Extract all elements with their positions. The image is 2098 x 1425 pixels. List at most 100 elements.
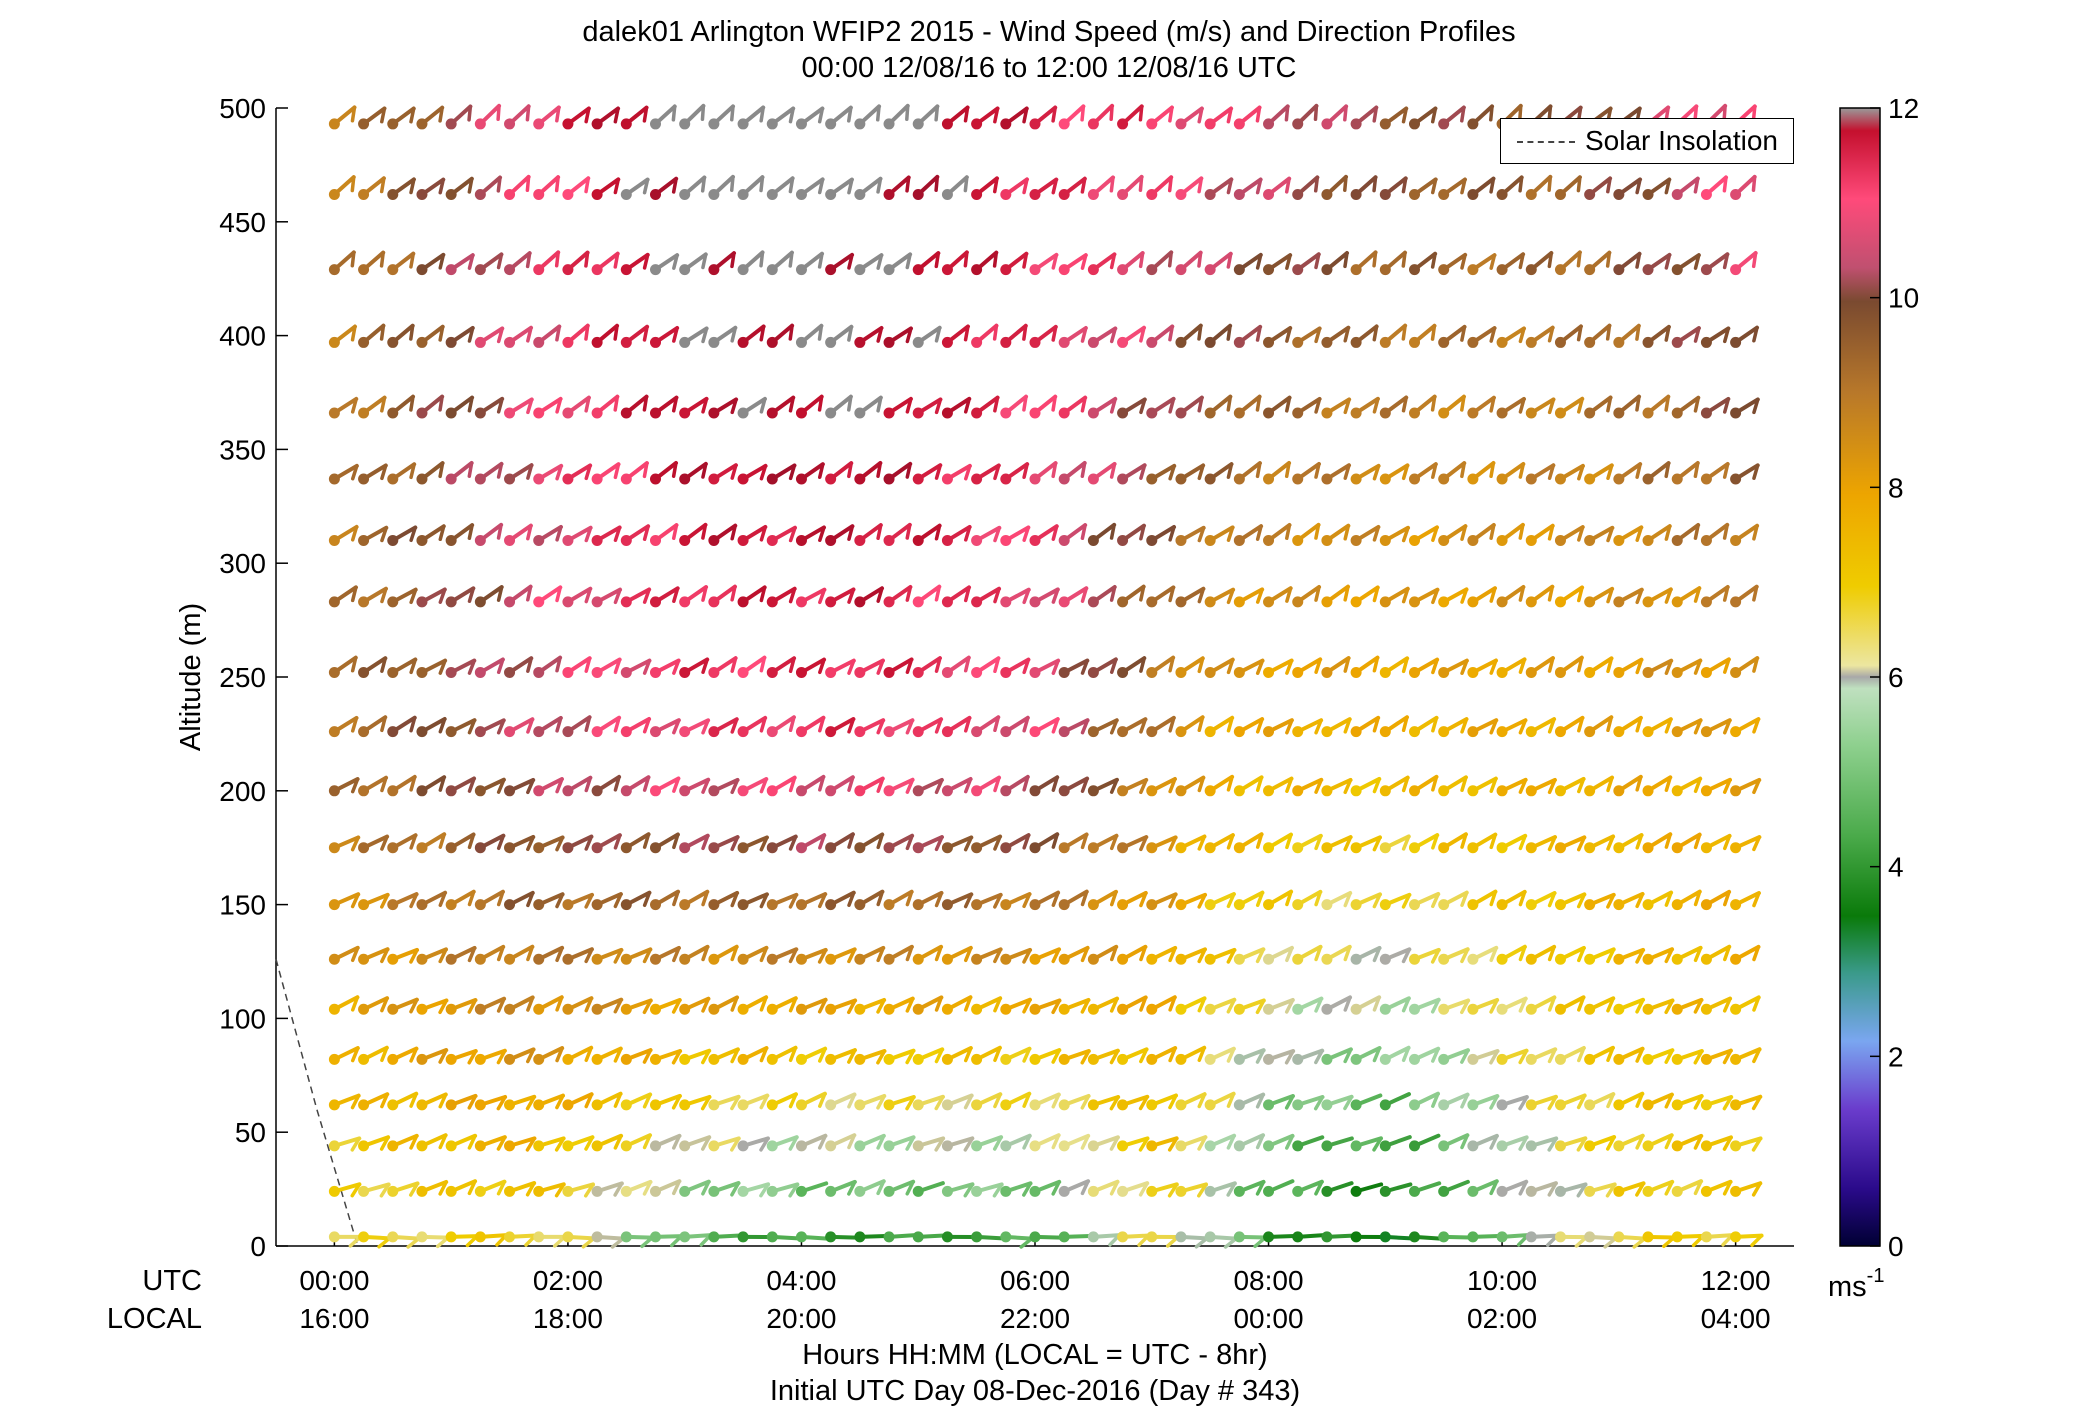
wind-barb	[854, 395, 883, 419]
wind-barb	[971, 250, 999, 276]
wind-barb	[1117, 944, 1148, 965]
wind-barb	[1321, 1231, 1355, 1243]
wind-barb	[474, 1094, 508, 1111]
wind-barb	[941, 777, 973, 797]
wind-barb	[1292, 585, 1322, 608]
wind-barb	[1467, 945, 1499, 965]
wind-barb	[1409, 1181, 1442, 1197]
wind-barb	[445, 718, 477, 738]
wind-barb	[766, 586, 797, 608]
wind-barb	[1117, 656, 1147, 678]
wind-barb	[416, 832, 447, 854]
wind-barb	[795, 997, 828, 1015]
wind-barb	[1438, 890, 1469, 911]
wind-barb	[1350, 1093, 1383, 1111]
wind-barb	[1233, 717, 1265, 738]
wind-barb	[1146, 995, 1177, 1015]
wind-barb	[1175, 323, 1203, 348]
wind-barb	[766, 1182, 800, 1198]
wind-barb	[1058, 1133, 1091, 1152]
x-tick-label-local: 04:00	[1701, 1303, 1771, 1334]
wind-barb	[1438, 998, 1471, 1015]
wind-barb	[474, 996, 507, 1015]
wind-barb	[650, 325, 680, 348]
wind-barb	[1087, 1179, 1120, 1197]
wind-barb	[445, 832, 476, 854]
wind-barb	[328, 585, 358, 608]
wind-barb	[971, 775, 1002, 797]
wind-barb	[1292, 175, 1320, 200]
wind-barb	[1204, 774, 1235, 797]
wind-barb	[1496, 833, 1528, 854]
wind-barb	[1613, 1046, 1645, 1065]
wind-barb	[1117, 995, 1148, 1015]
wind-barb	[1700, 1095, 1734, 1111]
wind-barb	[387, 251, 416, 276]
wind-barb	[1263, 776, 1294, 797]
wind-barb	[766, 892, 799, 911]
wind-barb	[1087, 777, 1119, 797]
wind-barb	[825, 1231, 859, 1243]
wind-barb	[1467, 253, 1497, 276]
wind-barb	[883, 944, 914, 965]
wind-barb	[766, 106, 796, 130]
wind-barb	[1642, 461, 1671, 485]
wind-barb	[1671, 523, 1701, 546]
wind-barb	[387, 525, 418, 546]
wind-barb	[971, 1135, 1004, 1152]
wind-barb	[1117, 890, 1148, 911]
wind-barb	[1379, 892, 1412, 911]
wind-barb	[1263, 176, 1292, 200]
wind-barb	[358, 1092, 390, 1111]
wind-barb	[1438, 717, 1469, 738]
y-tick-label: 200	[219, 776, 266, 807]
wind-barb	[971, 656, 1001, 678]
wind-barb	[912, 944, 944, 965]
wind-barb	[1642, 658, 1674, 678]
wind-barb	[562, 834, 594, 854]
wind-barb	[1613, 525, 1644, 546]
wind-barb	[1438, 775, 1468, 797]
wind-barb	[387, 1091, 419, 1111]
wind-barb	[766, 775, 797, 797]
wind-barb	[1409, 833, 1440, 854]
wind-barb	[650, 1093, 682, 1111]
wind-barb	[1700, 1135, 1733, 1152]
wind-barb	[1146, 175, 1174, 200]
wind-barb	[1730, 1094, 1763, 1111]
wind-barb	[1029, 1231, 1063, 1243]
wind-barb	[591, 997, 624, 1015]
wind-barb	[1087, 996, 1120, 1015]
wind-barb	[1379, 525, 1411, 546]
wind-barb	[1379, 586, 1410, 608]
wind-barb	[387, 1046, 419, 1065]
wind-barb	[1584, 463, 1614, 485]
wind-barb	[825, 832, 855, 854]
wind-barb	[1525, 717, 1557, 738]
wind-barb	[533, 175, 561, 200]
wind-barb	[1321, 523, 1351, 546]
wind-barb	[1730, 1231, 1764, 1247]
wind-barb	[1029, 394, 1058, 419]
wind-barb	[533, 396, 563, 419]
wind-barb	[825, 524, 855, 546]
wind-barb	[1613, 1091, 1645, 1111]
wind-barb	[1350, 776, 1382, 797]
wind-barb	[708, 463, 738, 485]
wind-barb	[1350, 892, 1383, 911]
wind-barb	[1379, 1182, 1413, 1197]
wind-barb	[912, 995, 944, 1015]
wind-barb	[358, 892, 390, 911]
wind-barb	[1292, 1048, 1325, 1065]
wind-barb	[1438, 1231, 1472, 1243]
wind-barb	[679, 1179, 711, 1197]
wind-barb	[854, 326, 884, 348]
wind-barb	[795, 394, 824, 419]
wind-barb	[1671, 395, 1701, 419]
wind-barb	[328, 250, 356, 276]
wind-barb	[1175, 106, 1204, 130]
wind-barb	[445, 104, 473, 130]
wind-barb	[737, 324, 766, 348]
wind-barb	[1146, 396, 1176, 419]
wind-barb	[650, 718, 681, 738]
